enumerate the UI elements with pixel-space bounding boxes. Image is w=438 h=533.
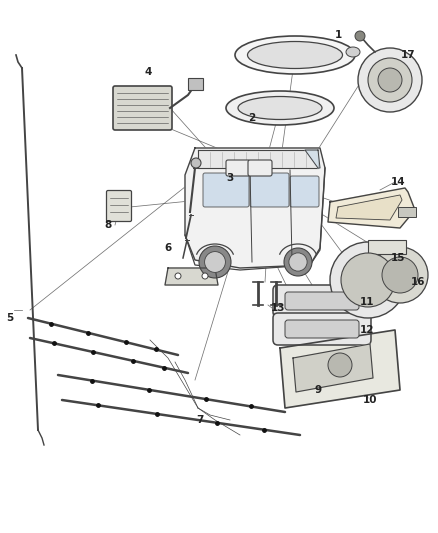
Text: 6: 6 [164,243,172,253]
Polygon shape [328,188,415,228]
FancyBboxPatch shape [273,285,371,317]
Text: 1: 1 [334,30,342,40]
Circle shape [341,253,395,307]
FancyBboxPatch shape [285,320,359,338]
Text: 10: 10 [363,395,377,405]
Circle shape [199,246,231,278]
Circle shape [372,247,428,303]
Bar [398,207,416,217]
Circle shape [378,68,402,92]
Text: 17: 17 [401,50,415,60]
Circle shape [175,273,181,279]
Bar [188,78,203,90]
Polygon shape [293,344,373,392]
Text: 12: 12 [360,325,374,335]
Ellipse shape [235,36,355,74]
FancyBboxPatch shape [290,176,319,207]
FancyBboxPatch shape [203,173,249,207]
Polygon shape [185,148,325,268]
Circle shape [205,252,226,272]
Circle shape [202,273,208,279]
Text: 16: 16 [411,277,425,287]
FancyBboxPatch shape [226,160,250,176]
Polygon shape [305,150,320,168]
Text: 15: 15 [391,253,405,263]
Ellipse shape [346,47,360,57]
Text: 11: 11 [360,297,374,307]
Ellipse shape [247,42,343,69]
FancyBboxPatch shape [285,292,359,310]
Circle shape [355,31,365,41]
Circle shape [328,353,352,377]
Circle shape [330,242,406,318]
Circle shape [382,257,418,293]
Circle shape [289,253,307,271]
Text: 7: 7 [196,415,204,425]
Text: 3: 3 [226,173,233,183]
FancyBboxPatch shape [106,190,131,222]
Polygon shape [198,150,318,168]
Bar [368,240,406,254]
FancyBboxPatch shape [250,173,289,207]
Circle shape [358,48,422,112]
Text: 9: 9 [314,385,321,395]
Text: 4: 4 [144,67,152,77]
Ellipse shape [238,96,322,119]
Circle shape [368,58,412,102]
FancyBboxPatch shape [248,160,272,176]
Text: 5: 5 [7,313,14,323]
Ellipse shape [226,91,334,125]
Text: 13: 13 [271,303,285,313]
Circle shape [191,158,201,168]
FancyBboxPatch shape [113,86,172,130]
FancyBboxPatch shape [273,313,371,345]
Text: 14: 14 [391,177,405,187]
Polygon shape [336,195,402,220]
Polygon shape [280,330,400,408]
Circle shape [284,248,312,276]
Text: 2: 2 [248,113,256,123]
Polygon shape [165,268,218,285]
Text: 8: 8 [104,220,112,230]
